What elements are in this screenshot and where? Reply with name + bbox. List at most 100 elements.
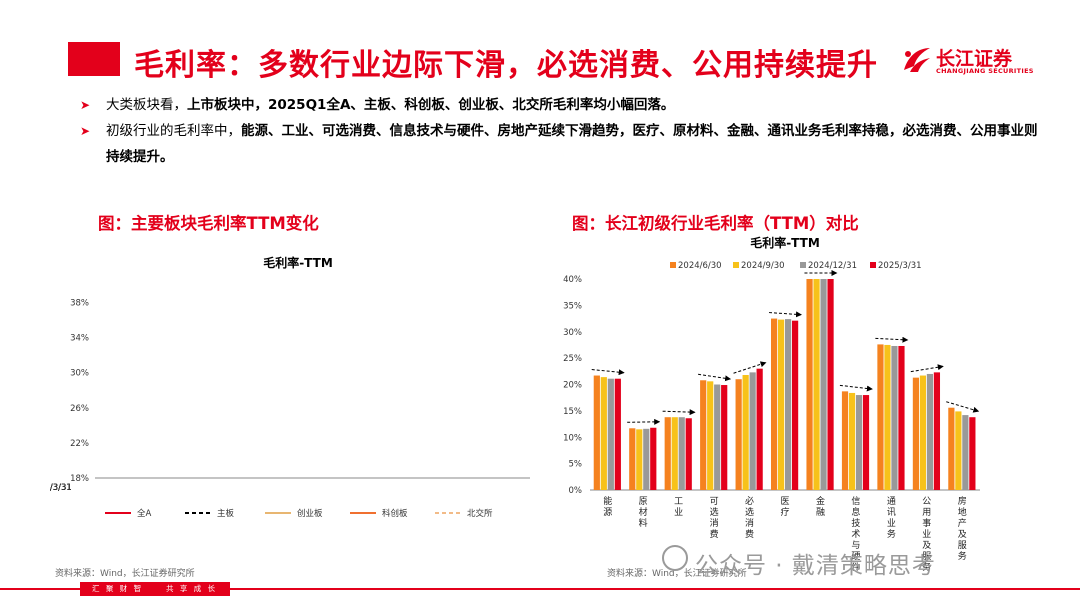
bar bbox=[742, 375, 749, 490]
line-chart-title: 毛利率-TTM bbox=[263, 255, 333, 270]
category-label-char: 消 bbox=[710, 517, 719, 529]
category-label-char: 硬 bbox=[851, 551, 860, 562]
logo-mark-icon bbox=[904, 48, 930, 72]
bar-chart-title: 毛利率-TTM bbox=[750, 235, 820, 250]
bar bbox=[600, 377, 607, 490]
bullet-lead-text: 初级行业的毛利率中， bbox=[106, 123, 241, 139]
y-tick-label: 5% bbox=[569, 460, 583, 470]
bar bbox=[926, 373, 934, 490]
category-label-char: 务 bbox=[887, 528, 896, 540]
category-label-char: 业 bbox=[887, 518, 896, 529]
bar bbox=[685, 418, 692, 490]
category-label-char: 与 bbox=[851, 540, 860, 551]
category-label-char: 用 bbox=[922, 507, 931, 518]
right-figure-title: 图：长江初级行业毛利率（TTM）对比 bbox=[572, 214, 859, 233]
category-label-char: 料 bbox=[639, 517, 648, 529]
bar bbox=[955, 411, 962, 490]
bullet-item: ➤ 初级行业的毛利率中，能源、工业、可选消费、信息技术与硬件、房地产延续下滑趋势… bbox=[80, 118, 1040, 170]
category-label-char: 疗 bbox=[780, 506, 789, 518]
bar bbox=[636, 429, 643, 490]
y-tick-label: 30% bbox=[70, 369, 89, 379]
legend-label: 主板 bbox=[217, 508, 235, 519]
category-label-char: 能 bbox=[603, 495, 612, 507]
bar bbox=[792, 320, 799, 490]
bar bbox=[862, 395, 870, 490]
bar bbox=[912, 377, 920, 490]
logo-text-en: CHANGJIANG SECURITIES bbox=[936, 67, 1034, 75]
bar bbox=[962, 415, 969, 490]
footer-red-block bbox=[80, 582, 230, 596]
bullet-bold-text: 能源、工业、可选消费、信息技术与硬件、房地产延续下滑趋势，医疗、原材料、金融、通… bbox=[106, 123, 1038, 165]
bar bbox=[714, 384, 721, 490]
category-label-char: 事 bbox=[922, 517, 931, 529]
bar bbox=[721, 385, 728, 490]
category-label-char: 通 bbox=[887, 496, 896, 507]
legend-label: 2024/6/30 bbox=[678, 261, 722, 271]
bullet-arrow-icon: ➤ bbox=[80, 124, 91, 138]
category-label-char: 信 bbox=[851, 495, 860, 507]
bar bbox=[919, 375, 927, 490]
legend-label: 2025/3/31 bbox=[878, 261, 922, 271]
category-label-char: 原 bbox=[639, 496, 648, 507]
bar bbox=[607, 378, 614, 490]
category-label-char: 服 bbox=[922, 551, 931, 562]
bar bbox=[643, 428, 650, 490]
bar bbox=[855, 395, 863, 490]
category-label-char: 选 bbox=[745, 506, 754, 518]
category-label-char: 工 bbox=[674, 497, 683, 507]
category-label-char: 产 bbox=[958, 517, 967, 529]
y-tick-label: 40% bbox=[563, 275, 582, 285]
y-tick-label: 15% bbox=[563, 407, 582, 417]
bar bbox=[629, 428, 636, 490]
y-tick-label: 18% bbox=[70, 474, 89, 484]
legend-label: 2024/9/30 bbox=[741, 261, 785, 271]
footer-slogan-1: 汇 聚 财 智 bbox=[92, 584, 144, 593]
x-tick-label: 2025/3/31 bbox=[50, 483, 72, 493]
legend-label: 全A bbox=[137, 508, 152, 519]
x-tick-label: 2022/3/31 bbox=[50, 483, 72, 493]
trend-arrow bbox=[768, 311, 802, 318]
page-title: 毛利率：多数行业边际下滑，必选消费、公用持续提升 bbox=[134, 48, 878, 83]
bullet-bold-text: 上市板块中，2025Q1全A、主板、科创板、创业板、北交所毛利率均小幅回落。 bbox=[187, 97, 675, 113]
legend-swatch bbox=[800, 262, 806, 268]
category-label-char: 公 bbox=[922, 496, 931, 507]
x-tick-label: 2016/3/31 bbox=[50, 483, 72, 493]
x-tick-label: 2010/3/31 bbox=[50, 483, 72, 493]
category-label-char: 金 bbox=[816, 495, 825, 507]
legend-swatch bbox=[670, 262, 676, 268]
y-tick-label: 20% bbox=[563, 381, 582, 391]
y-tick-label: 30% bbox=[563, 328, 582, 338]
left-source-note: 资料来源：Wind，长江证券研究所 bbox=[55, 569, 195, 579]
y-tick-label: 25% bbox=[563, 354, 582, 364]
bar bbox=[884, 344, 891, 490]
legend-label: 创业板 bbox=[297, 508, 323, 519]
bar bbox=[778, 319, 785, 490]
y-tick-label: 26% bbox=[70, 404, 89, 414]
bar bbox=[813, 279, 820, 490]
bar bbox=[756, 368, 763, 490]
category-label-char: 地 bbox=[958, 506, 967, 518]
category-label-char: 医 bbox=[780, 496, 789, 507]
category-label-char: 融 bbox=[816, 507, 825, 518]
bar bbox=[700, 380, 707, 490]
legend-swatch bbox=[870, 262, 876, 268]
category-label-char: 费 bbox=[710, 528, 719, 540]
x-tick-label: 2013/3/31 bbox=[50, 483, 72, 493]
bar bbox=[707, 381, 714, 490]
category-label-char: 务 bbox=[958, 550, 967, 562]
category-label-char: 讯 bbox=[887, 507, 896, 518]
left-figure-title: 图：主要板块毛利率TTM变化 bbox=[98, 214, 319, 233]
category-label-char: 业 bbox=[922, 529, 931, 540]
category-label-char: 及 bbox=[922, 540, 931, 551]
category-label-char: 服 bbox=[958, 540, 967, 551]
category-label-char: 技 bbox=[851, 517, 860, 529]
bar bbox=[933, 372, 941, 490]
bar bbox=[969, 417, 976, 490]
footer-line bbox=[0, 588, 1080, 590]
bar bbox=[735, 379, 742, 490]
bar bbox=[664, 417, 671, 490]
legend-label: 科创板 bbox=[382, 508, 408, 519]
footer-slogan-2: 共 享 成 长 bbox=[166, 584, 218, 593]
watermark-text: 公众号 · 戴清策略思考 bbox=[695, 553, 936, 579]
bullet-list: ➤ 大类板块看，上市板块中，2025Q1全A、主板、科创板、创业板、北交所毛利率… bbox=[80, 92, 1040, 170]
